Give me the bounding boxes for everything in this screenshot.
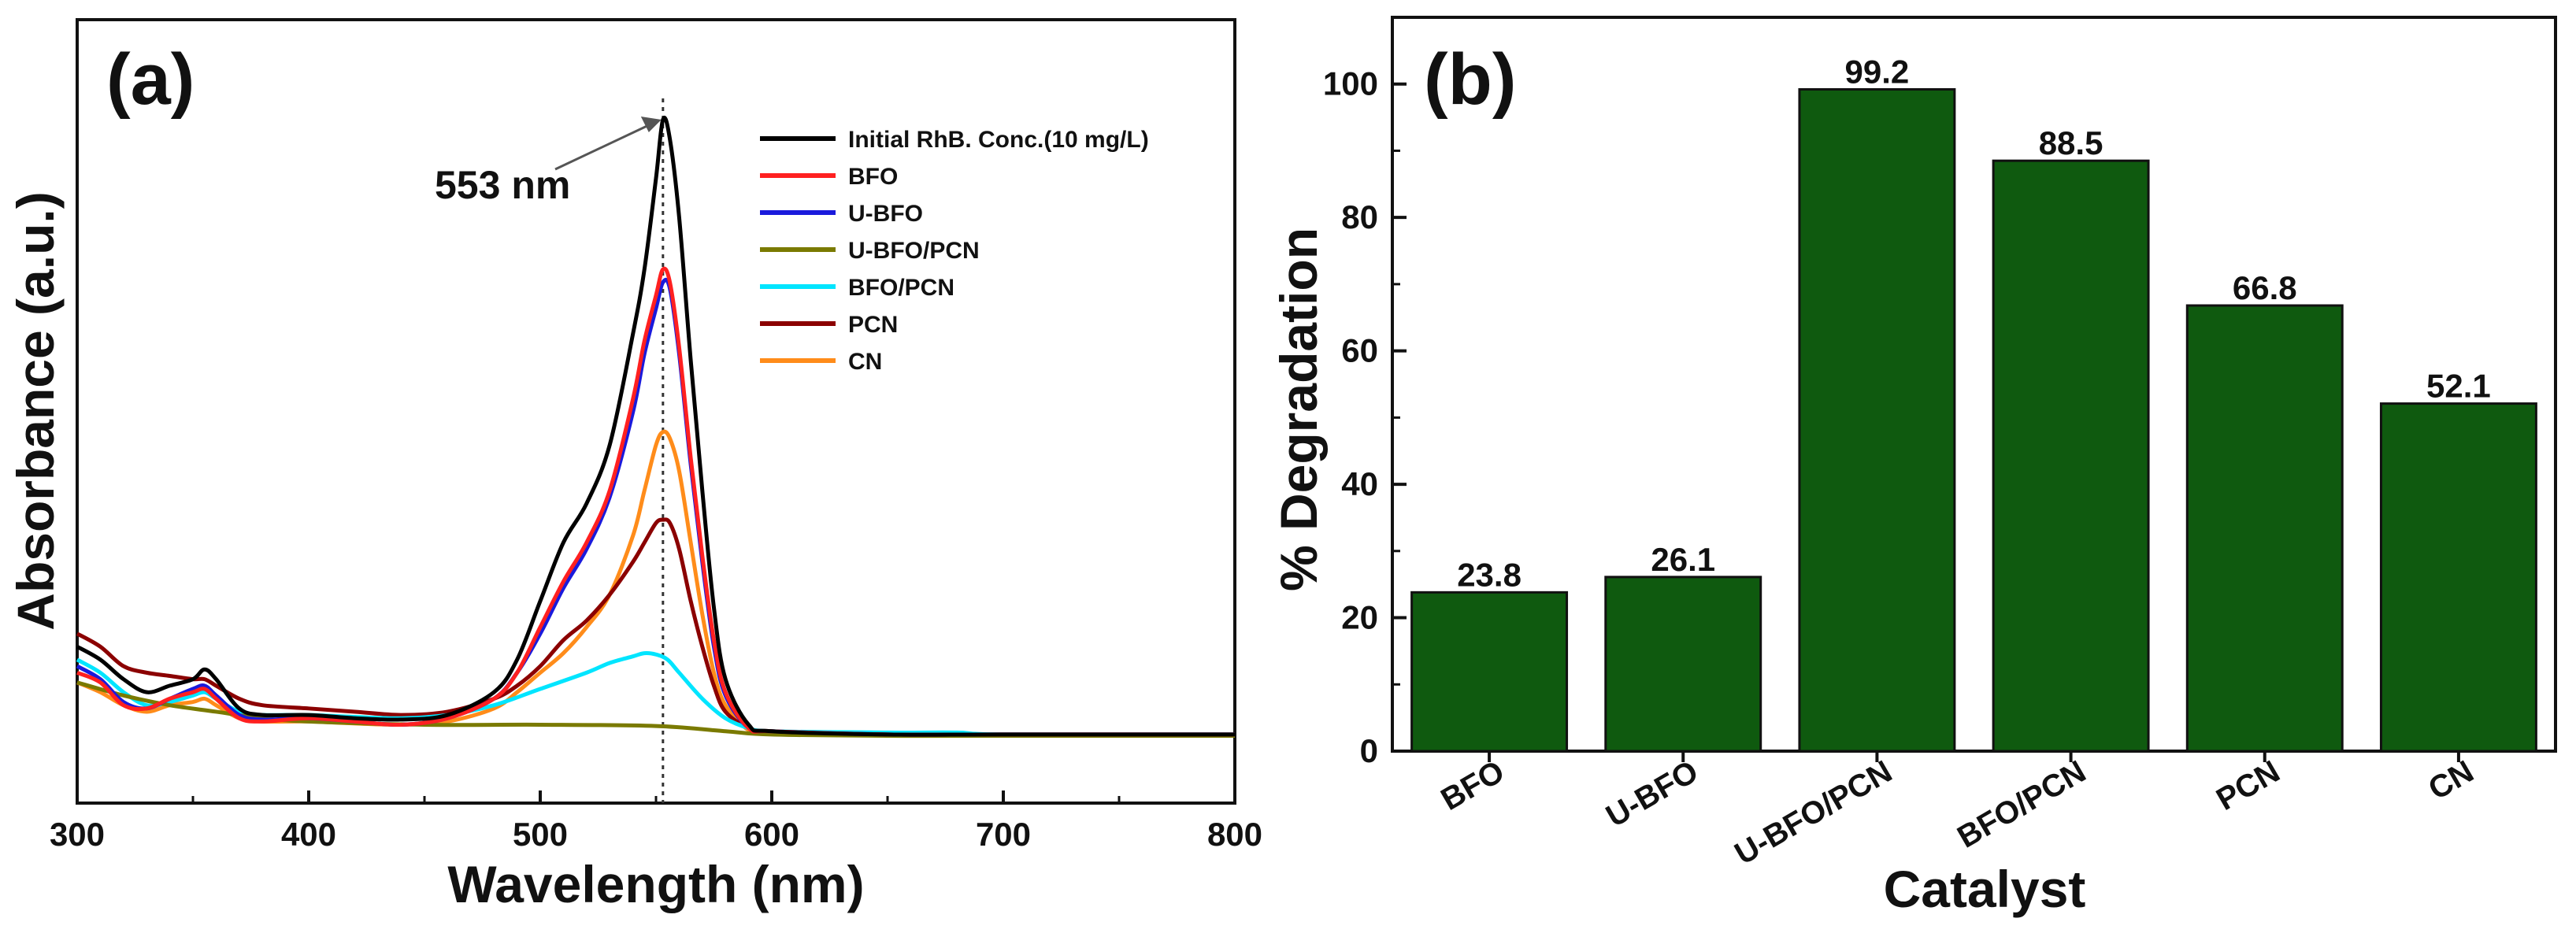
category-label-u-bfo-pcn: U-BFO/PCN	[1729, 754, 1897, 872]
series-line-bfo	[76, 266, 1235, 737]
spectra-series	[76, 115, 1236, 739]
panel-b-label: (b)	[1424, 39, 1516, 120]
y-tick-label-b: 20	[1341, 599, 1378, 636]
bars: 23.8 26.1 99.2 88.5 66.8 52.1	[1410, 54, 2537, 753]
legend-label-bfo-pcn: BFO/PCN	[848, 275, 954, 301]
y-tick-label-b: 60	[1341, 332, 1378, 369]
legend-label-pcn: PCN	[848, 312, 898, 338]
y-tick-label-b: 0	[1360, 732, 1378, 769]
panel-a: (a) Absorbance (a.u.) Wavelength (nm) 30…	[6, 18, 1262, 913]
category-label-bfo: BFO	[1435, 754, 1510, 817]
category-labels: BFO U-BFO U-BFO/PCN BFO/PCN PCN CN	[1435, 751, 2479, 872]
y-tick-label-b: 100	[1323, 65, 1378, 102]
x-tick-label-a: 300	[50, 816, 105, 853]
value-label-cn: 52.1	[2426, 368, 2491, 405]
peak-annotation-label: 553 nm	[435, 163, 570, 207]
value-label-bfo-pcn: 88.5	[2039, 124, 2103, 161]
bar-bfo	[1410, 591, 1569, 753]
panel-a-label: (a)	[106, 39, 195, 120]
bar-pcn	[2185, 304, 2344, 753]
x-ticks-a: 300 400 500 600 700 800	[50, 790, 1262, 853]
bar-cn	[2379, 402, 2537, 753]
legend-a: Initial RhB. Conc.(10 mg/L) BFO U-BFO U-BFO…	[760, 127, 1149, 375]
category-label-bfo-pcn: BFO/PCN	[1951, 754, 2092, 855]
y-tick-label-b: 80	[1341, 198, 1378, 235]
y-axis-title-a: Absorbance (a.u.)	[6, 191, 65, 630]
legend-label-initial-rhb-conc-10-mg-l: Initial RhB. Conc.(10 mg/L)	[848, 127, 1149, 153]
x-tick-label-a: 800	[1207, 816, 1262, 853]
value-label-u-bfo-pcn: 99.2	[1845, 54, 1910, 91]
series-line-u-bfo-pcn	[76, 680, 1235, 739]
legend-label-u-bfo: U-BFO	[848, 201, 923, 227]
annotation-arrowhead	[640, 117, 662, 132]
panel-b: (b) % Degradation Catalyst 020406080100 …	[1269, 16, 2557, 918]
x-tick-label-a: 500	[513, 816, 568, 853]
peak-annotation: 553 nm	[435, 117, 662, 207]
y-axis-title-b: % Degradation	[1269, 228, 1328, 591]
legend-label-bfo: BFO	[848, 164, 898, 190]
legend-label-u-bfo-pcn: U-BFO/PCN	[848, 238, 980, 264]
series-line-cn	[76, 429, 1235, 738]
bar-u-bfo	[1604, 576, 1762, 753]
panel-b-frame	[1391, 16, 2557, 753]
series-line-pcn	[76, 517, 1235, 737]
series-line-initial-rhb-conc-10-mg-l	[76, 115, 1235, 737]
category-label-u-bfo: U-BFO	[1600, 754, 1704, 834]
value-label-bfo: 23.8	[1457, 556, 1522, 593]
category-label-cn: CN	[2422, 754, 2479, 807]
x-tick-label-a: 400	[281, 816, 336, 853]
bar-bfo-pcn	[1992, 159, 2150, 753]
x-axis-title-b: Catalyst	[1884, 860, 2086, 918]
series-line-u-bfo	[76, 277, 1235, 737]
annotation-arrow	[554, 123, 651, 171]
x-tick-label-a: 700	[976, 816, 1031, 853]
x-tick-label-a: 600	[744, 816, 799, 853]
category-label-pcn: PCN	[2211, 754, 2285, 817]
y-ticks-b: 0 20 40 60 80 100	[1323, 65, 1407, 769]
legend-label-cn: CN	[848, 349, 882, 375]
x-axis-title-a: Wavelength (nm)	[447, 855, 864, 913]
bar-u-bfo-pcn	[1798, 88, 1956, 753]
value-label-u-bfo: 26.1	[1651, 541, 1715, 578]
y-tick-label-b: 40	[1341, 465, 1378, 502]
value-label-pcn: 66.8	[2233, 269, 2297, 306]
